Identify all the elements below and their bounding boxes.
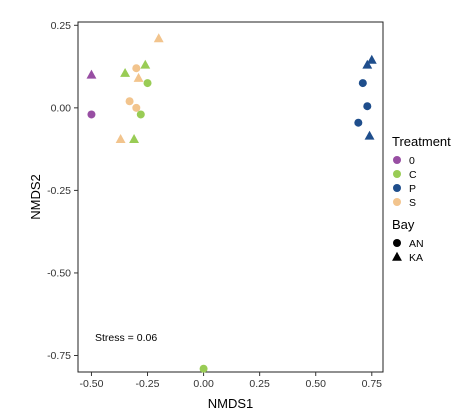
data-point-triangle-c [140,59,151,69]
data-point-triangle-s [115,134,126,143]
legend-treatment-title: Treatment [392,134,451,149]
legend-treatment-key [393,156,401,164]
data-point-circle-p [363,102,372,111]
data-point-triangle-c [129,134,140,143]
x-tick-label: 0.75 [362,378,383,390]
data-point-triangle-c [120,67,131,77]
x-tick-label: 0.25 [249,378,270,390]
data-point-circle-c [199,364,208,373]
y-tick-label: 0.00 [51,102,72,114]
data-point-triangle-p [366,54,377,64]
x-tick-label: -0.25 [136,378,160,390]
stress-annotation: Stress = 0.06 [95,332,157,344]
data-point-triangle-0 [86,69,97,79]
data-point-circle-c [136,110,145,119]
x-tick-label: 0.50 [306,378,327,390]
x-tick-label: 0.00 [193,378,214,390]
data-point-triangle-s [133,72,144,82]
data-point-circle-s [132,64,141,73]
data-point-triangle-p [364,130,375,140]
legend-treatment-label: P [409,183,416,195]
y-tick-label: 0.25 [51,20,72,32]
data-point-circle-s [132,103,141,112]
legend-treatment-key [393,184,401,192]
y-tick-label: -0.25 [47,185,71,197]
data-point-circle-c [143,79,152,88]
x-tick-label: -0.50 [79,378,103,390]
legend-treatment-key [393,170,401,178]
y-tick-label: -0.75 [47,350,71,362]
y-tick-label: -0.50 [47,267,71,279]
data-point-circle-p [354,118,363,127]
data-point-triangle-s [153,33,164,43]
legend-bay-key-triangle [392,251,402,261]
legend-bay-key-circle [393,239,401,247]
legend-bay-title: Bay [392,217,415,232]
data-point-circle-p [358,79,367,88]
data-point-circle-s [125,97,134,106]
plot-panel [77,21,384,373]
y-axis-title: NMDS2 [28,174,43,220]
data-point-circle-0 [87,110,96,119]
x-axis-title: NMDS1 [208,396,254,411]
legend-treatment-label: C [409,169,417,181]
legend-bay-label: KA [409,252,423,264]
legend-bay-label: AN [409,238,424,250]
data-point-triangle-p [362,59,373,69]
legend-treatment-label: 0 [409,155,415,167]
legend-treatment-label: S [409,197,416,209]
legend-treatment-key [393,198,401,206]
